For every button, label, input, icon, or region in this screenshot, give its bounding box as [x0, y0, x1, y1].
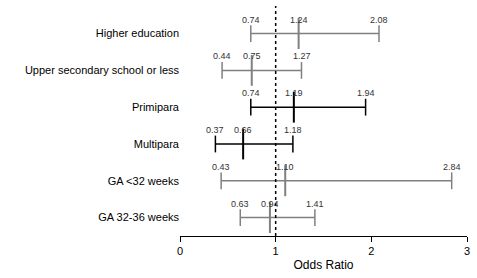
svg-text:2.08: 2.08 — [370, 15, 388, 25]
svg-text:1.41: 1.41 — [306, 199, 324, 209]
svg-text:0.74: 0.74 — [242, 15, 260, 25]
svg-text:Upper secondary school or less: Upper secondary school or less — [25, 64, 180, 76]
svg-text:Multipara: Multipara — [134, 138, 180, 150]
svg-text:1.19: 1.19 — [285, 88, 303, 98]
svg-text:1.27: 1.27 — [293, 51, 311, 61]
svg-text:0.74: 0.74 — [242, 88, 260, 98]
svg-text:GA <32 weeks: GA <32 weeks — [108, 175, 180, 187]
svg-text:3: 3 — [464, 245, 470, 257]
svg-text:1: 1 — [273, 245, 279, 257]
svg-text:2: 2 — [368, 245, 374, 257]
svg-text:Higher education: Higher education — [96, 27, 179, 39]
svg-text:0.94: 0.94 — [261, 199, 279, 209]
svg-text:2.84: 2.84 — [443, 162, 461, 172]
svg-text:1.94: 1.94 — [357, 88, 375, 98]
svg-text:Primipara: Primipara — [132, 101, 180, 113]
svg-text:1.10: 1.10 — [276, 162, 294, 172]
svg-text:0.75: 0.75 — [243, 51, 261, 61]
svg-text:0.44: 0.44 — [213, 51, 231, 61]
svg-text:0.43: 0.43 — [212, 162, 230, 172]
svg-text:1.18: 1.18 — [284, 125, 302, 135]
svg-text:0: 0 — [177, 245, 183, 257]
svg-text:0.37: 0.37 — [206, 125, 224, 135]
svg-text:0.66: 0.66 — [234, 125, 252, 135]
svg-text:GA 32-36 weeks: GA 32-36 weeks — [98, 211, 179, 223]
svg-text:Odds Ratio: Odds Ratio — [293, 258, 353, 272]
svg-text:1.24: 1.24 — [290, 15, 308, 25]
svg-text:0.63: 0.63 — [231, 199, 249, 209]
